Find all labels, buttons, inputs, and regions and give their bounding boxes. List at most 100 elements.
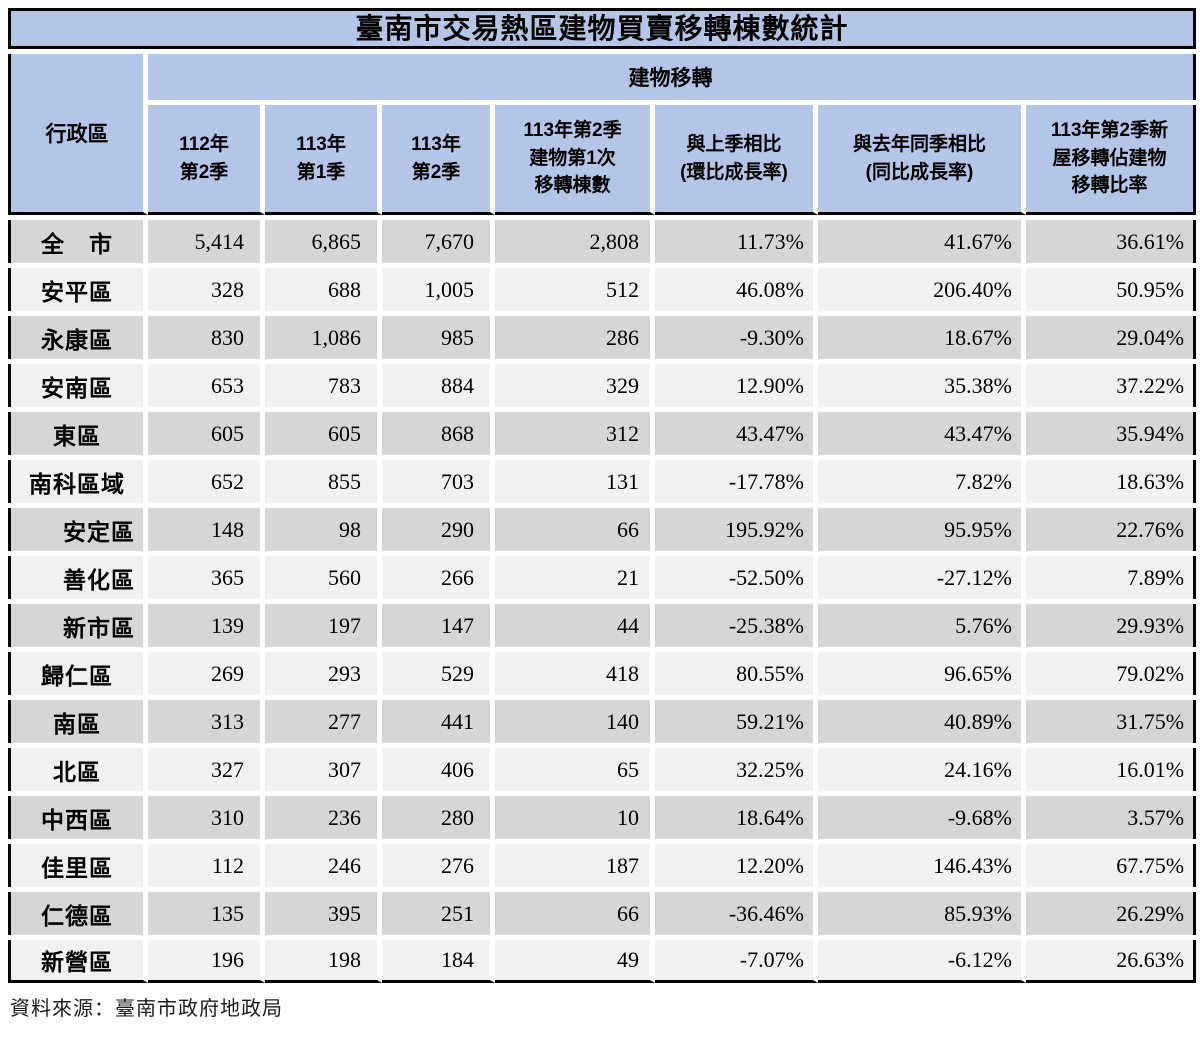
- value-cell: 884: [382, 364, 495, 407]
- value-cell: 276: [382, 844, 495, 887]
- value-cell: 197: [265, 604, 382, 647]
- value-cell: 653: [148, 364, 265, 407]
- value-cell: 59.21%: [655, 700, 818, 743]
- value-cell: 418: [495, 652, 655, 695]
- value-cell: 198: [265, 940, 382, 983]
- table-row: 新營區 196 198 184 49 -7.07% -6.12% 26.63%: [8, 940, 1197, 983]
- value-cell: 37.22%: [1026, 364, 1197, 407]
- district-cell: 新營區: [8, 940, 148, 983]
- value-cell: 12.20%: [655, 844, 818, 887]
- value-cell: 1,086: [265, 316, 382, 359]
- value-cell: 11.73%: [655, 220, 818, 263]
- value-cell: 146.43%: [818, 844, 1026, 887]
- value-cell: 5.76%: [818, 604, 1026, 647]
- column-header-qoq-growth: 與上季相比 (環比成長率): [655, 105, 818, 215]
- value-cell: 184: [382, 940, 495, 983]
- page-title: 臺南市交易熱區建物買賣移轉棟數統計: [8, 8, 1196, 49]
- value-cell: 868: [382, 412, 495, 455]
- value-cell: 236: [265, 796, 382, 839]
- value-cell: 44: [495, 604, 655, 647]
- value-cell: 560: [265, 556, 382, 599]
- column-header-113q2: 113年 第2季: [382, 105, 495, 215]
- value-cell: 98: [265, 508, 382, 551]
- value-cell: 280: [382, 796, 495, 839]
- value-cell: 49: [495, 940, 655, 983]
- value-cell: 310: [148, 796, 265, 839]
- value-cell: -6.12%: [818, 940, 1026, 983]
- district-cell: 南區: [8, 700, 148, 743]
- value-cell: 67.75%: [1026, 844, 1197, 887]
- value-cell: 246: [265, 844, 382, 887]
- table-row: 北區 327 307 406 65 32.25% 24.16% 16.01%: [8, 748, 1197, 791]
- column-header-112q2: 112年 第2季: [148, 105, 265, 215]
- value-cell: -52.50%: [655, 556, 818, 599]
- value-cell: 512: [495, 268, 655, 311]
- district-cell: 永康區: [8, 316, 148, 359]
- table-row: 安平區 328 688 1,005 512 46.08% 206.40% 50.95%: [8, 268, 1197, 311]
- value-cell: 830: [148, 316, 265, 359]
- value-cell: 6,865: [265, 220, 382, 263]
- value-cell: 18.64%: [655, 796, 818, 839]
- district-cell: 歸仁區: [8, 652, 148, 695]
- value-cell: 147: [382, 604, 495, 647]
- value-cell: 36.61%: [1026, 220, 1197, 263]
- value-cell: 46.08%: [655, 268, 818, 311]
- value-cell: 7.82%: [818, 460, 1026, 503]
- value-cell: 26.63%: [1026, 940, 1197, 983]
- value-cell: 266: [382, 556, 495, 599]
- column-header-first-transfer: 113年第2季 建物第1次 移轉棟數: [495, 105, 655, 215]
- value-cell: -17.78%: [655, 460, 818, 503]
- district-cell: 新市區: [8, 604, 148, 647]
- value-cell: 139: [148, 604, 265, 647]
- value-cell: 12.90%: [655, 364, 818, 407]
- value-cell: 66: [495, 508, 655, 551]
- table-row: 善化區 365 560 266 21 -52.50% -27.12% 7.89%: [8, 556, 1197, 599]
- transfer-statistics-table: 行政區 建物移轉 112年 第2季 113年 第1季 113年 第2季 113年…: [8, 49, 1197, 988]
- district-cell: 安南區: [8, 364, 148, 407]
- value-cell: 529: [382, 652, 495, 695]
- value-cell: -9.30%: [655, 316, 818, 359]
- value-cell: 140: [495, 700, 655, 743]
- table-row: 永康區 830 1,086 985 286 -9.30% 18.67% 29.04%: [8, 316, 1197, 359]
- value-cell: 65: [495, 748, 655, 791]
- value-cell: 2,808: [495, 220, 655, 263]
- table-body: 全 市 5,414 6,865 7,670 2,808 11.73% 41.67% 36.61…: [8, 220, 1197, 983]
- value-cell: 95.95%: [818, 508, 1026, 551]
- value-cell: 269: [148, 652, 265, 695]
- value-cell: 96.65%: [818, 652, 1026, 695]
- value-cell: 18.63%: [1026, 460, 1197, 503]
- value-cell: 441: [382, 700, 495, 743]
- value-cell: 196: [148, 940, 265, 983]
- value-cell: 35.38%: [818, 364, 1026, 407]
- value-cell: -9.68%: [818, 796, 1026, 839]
- value-cell: 18.67%: [818, 316, 1026, 359]
- value-cell: 10: [495, 796, 655, 839]
- value-cell: 652: [148, 460, 265, 503]
- value-cell: 21: [495, 556, 655, 599]
- value-cell: 7,670: [382, 220, 495, 263]
- value-cell: 365: [148, 556, 265, 599]
- value-cell: 16.01%: [1026, 748, 1197, 791]
- value-cell: -7.07%: [655, 940, 818, 983]
- district-cell: 仁德區: [8, 892, 148, 935]
- table-row: 中西區 310 236 280 10 18.64% -9.68% 3.57%: [8, 796, 1197, 839]
- value-cell: 395: [265, 892, 382, 935]
- column-header-district: 行政區: [8, 54, 148, 215]
- value-cell: 31.75%: [1026, 700, 1197, 743]
- value-cell: 43.47%: [655, 412, 818, 455]
- value-cell: -27.12%: [818, 556, 1026, 599]
- district-cell: 中西區: [8, 796, 148, 839]
- value-cell: 22.76%: [1026, 508, 1197, 551]
- value-cell: 7.89%: [1026, 556, 1197, 599]
- value-cell: 35.94%: [1026, 412, 1197, 455]
- value-cell: 26.29%: [1026, 892, 1197, 935]
- value-cell: 313: [148, 700, 265, 743]
- column-header-new-house-ratio: 113年第2季新 屋移轉佔建物 移轉比率: [1026, 105, 1197, 215]
- value-cell: 703: [382, 460, 495, 503]
- value-cell: 41.67%: [818, 220, 1026, 263]
- district-cell: 安定區: [8, 508, 148, 551]
- statistics-table-page: 臺南市交易熱區建物買賣移轉棟數統計 行政區 建物移轉 112年 第2季 113年…: [8, 8, 1197, 1021]
- district-cell: 佳里區: [8, 844, 148, 887]
- value-cell: 206.40%: [818, 268, 1026, 311]
- value-cell: 24.16%: [818, 748, 1026, 791]
